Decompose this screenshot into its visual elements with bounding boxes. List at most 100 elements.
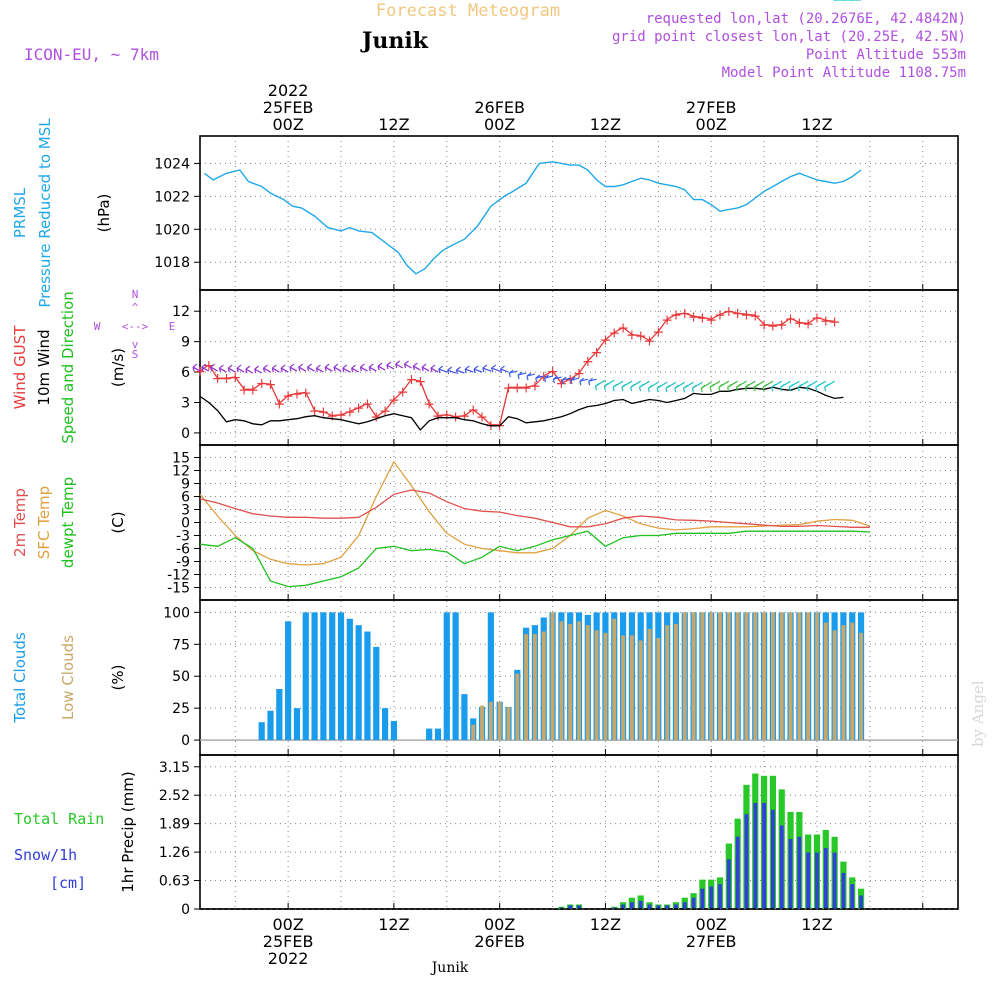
snow-bar [682, 902, 687, 909]
gust-marker: + [309, 404, 321, 420]
gust-marker: + [362, 397, 374, 413]
y-tick-label: -6 [176, 542, 190, 558]
wind-arrow [227, 367, 236, 373]
wind-arrow-head [744, 383, 750, 388]
wind-arrow-head [298, 366, 301, 372]
low-cloud-bar [815, 612, 819, 741]
y-tick-label: 1024 [154, 156, 190, 172]
wind-arrow-head [753, 387, 756, 392]
panel-label-pressure-0: PRMSL [11, 187, 29, 238]
wind-arrow [263, 367, 271, 373]
wind-arrow-head [192, 366, 195, 372]
wind-arrow-head [421, 366, 424, 372]
wind-arrow-head [482, 364, 488, 369]
wind-arrow [421, 366, 430, 372]
dewpt-line [199, 530, 870, 588]
wind-arrow-head [544, 374, 549, 379]
wind-line [199, 386, 844, 431]
y-tick-label: 25 [172, 701, 190, 717]
gust-marker: + [670, 307, 682, 323]
wind-arrow-head [561, 376, 567, 381]
panel-label-temp-0: 2m Temp [11, 488, 29, 557]
low-cloud-bar [577, 621, 581, 741]
gust-marker: + [203, 358, 215, 374]
wind-arrow-head [508, 369, 514, 374]
wind-arrow-head [579, 381, 582, 386]
wind-arrow-head [412, 362, 418, 367]
gust-marker: + [194, 364, 206, 380]
pressure-line [203, 161, 862, 275]
wind-arrow-head [360, 363, 365, 368]
wind-arrow [316, 367, 324, 373]
footer-location: Junik [430, 960, 469, 976]
wind-arrow-head [386, 364, 389, 370]
wind-arrow-head [788, 383, 794, 388]
wind-arrow-head [280, 364, 286, 369]
wind-arrow-head [377, 365, 380, 371]
wind-arrow [360, 366, 368, 372]
wind-arrow-head [236, 367, 239, 373]
low-cloud-bar [735, 612, 740, 741]
wind-arrow-head [612, 387, 615, 392]
panel-precip: 0 0.63 1.26 1.89 2.52 3.15 1hr Precip (mm) [119, 754, 959, 918]
y-tick-label: 50 [172, 669, 190, 685]
y-tick-label: -12 [167, 568, 190, 584]
wind-arrow-head [630, 383, 636, 388]
wind-arrow-head [779, 387, 783, 392]
low-cloud-bar [480, 705, 484, 741]
wind-arrow-head [218, 367, 222, 373]
wind-arrow-head [543, 377, 547, 383]
gust-marker: + [749, 308, 761, 324]
y-tick-label: 3.15 [159, 760, 190, 776]
cloud-bars [200, 612, 958, 741]
chart-title: Forecast Meteogram [376, 1, 560, 21]
wind-arrow-head [289, 366, 292, 372]
wind-arrow-head [245, 365, 251, 370]
wind-arrow-head [647, 384, 653, 389]
gust-marker: + [741, 307, 753, 323]
gust-marker: + [838, 0, 850, 4]
wind-arrow-head [324, 363, 330, 368]
low-cloud-bar [629, 635, 634, 741]
low-cloud-bar [541, 631, 546, 741]
wind-arrow-head [771, 383, 777, 388]
wind-arrow-head [412, 365, 415, 371]
wind-arrow-head [824, 387, 827, 392]
compass-arrows: <--> [122, 320, 149, 333]
total-cloud-bar [337, 612, 345, 741]
total-cloud-bar [293, 708, 301, 741]
wind-arrow-head [797, 387, 800, 392]
wind-arrow-head [815, 387, 818, 392]
wind-arrow-head [201, 363, 207, 368]
precip-legend-unit: [cm] [50, 874, 86, 892]
top-time-label: 12Z [801, 115, 832, 134]
gust-marker: + [273, 397, 285, 413]
top-time-label: 2022 [268, 81, 309, 100]
wind-arrow-head [377, 362, 383, 367]
low-cloud-bar [568, 623, 573, 741]
top-time-label: 00Z [272, 115, 303, 134]
top-time-label: 12Z [590, 115, 621, 134]
wind-arrow [245, 368, 254, 374]
wind-arrow [456, 369, 465, 374]
panel-label-wind-1: 10m Wind [35, 329, 53, 405]
snow-bar [744, 814, 749, 909]
snow-bar [674, 904, 678, 909]
panel-wind: 0 3 6 9 12 Wind GUST 10m Wind Speed and Directi… [11, 289, 959, 446]
y-tick-label: 0.63 [159, 874, 190, 890]
total-cloud-bar [320, 612, 327, 741]
low-cloud-bar [841, 625, 846, 741]
gust-marker: + [785, 311, 797, 327]
wind-arrow-head [351, 364, 357, 369]
wind-arrow-head [771, 387, 774, 392]
wind-arrow-head [579, 377, 585, 382]
snow-bar [691, 897, 696, 909]
low-cloud-bar [726, 612, 731, 741]
wind-arrow-head [500, 365, 505, 370]
y-tick-label: 0 [181, 426, 190, 442]
gust-marker: + [679, 306, 691, 322]
wind-arrow-head [727, 387, 730, 392]
precip-bars [200, 773, 958, 910]
